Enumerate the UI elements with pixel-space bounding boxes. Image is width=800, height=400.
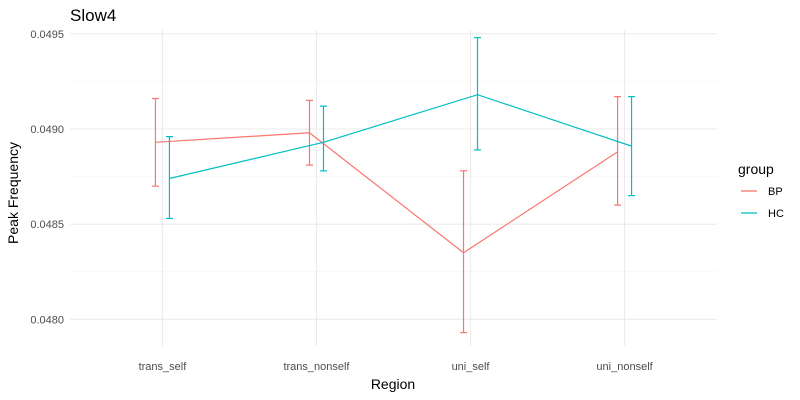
y-tick-label: 0.0485: [30, 219, 64, 231]
y-axis-title: Peak Frequency: [5, 142, 21, 244]
error-bar: [319, 105, 327, 172]
x-axis-title: Region: [371, 376, 415, 392]
x-tick-label: uni_nonself: [596, 361, 653, 373]
y-tick-label: 0.0480: [30, 314, 64, 326]
error-bar: [628, 96, 636, 197]
legend-item-bp: BP: [741, 186, 783, 198]
x-tick-label: trans_self: [139, 361, 188, 373]
x-tick-label: trans_nonself: [283, 361, 350, 373]
series-line-bp: [155, 132, 618, 254]
legend: group BP HC: [738, 161, 784, 220]
legend-label-bp: BP: [768, 186, 783, 198]
legend-item-hc: HC: [741, 208, 784, 220]
error-bar: [151, 97, 159, 187]
y-tick-label: 0.0490: [30, 124, 64, 136]
legend-label-hc: HC: [768, 208, 784, 220]
error-bar: [305, 99, 313, 166]
y-tick-label: 0.0495: [30, 29, 64, 41]
x-tick-label: uni_self: [452, 361, 491, 373]
y-axis-ticks: 0.0480 0.0485 0.0490 0.0495: [30, 29, 64, 327]
error-bar: [614, 96, 622, 206]
series-line-hc: [169, 94, 632, 180]
grid: [70, 30, 717, 346]
series-bp: [151, 96, 622, 334]
error-bar: [460, 170, 468, 334]
x-axis-ticks: trans_self trans_nonself uni_self uni_nonse…: [139, 361, 654, 373]
error-bar: [165, 136, 173, 220]
error-bar: [474, 37, 482, 151]
series-layer: [151, 37, 636, 334]
legend-title: group: [738, 161, 774, 177]
chart-title: Slow4: [70, 6, 116, 25]
series-hc: [165, 37, 636, 220]
